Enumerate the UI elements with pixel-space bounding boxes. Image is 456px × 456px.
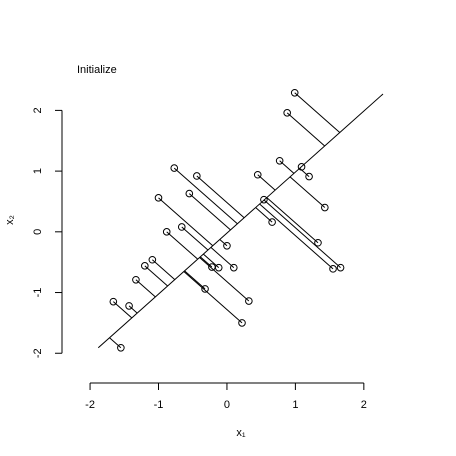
projection xyxy=(173,167,238,225)
point xyxy=(329,265,337,273)
projection xyxy=(184,270,206,290)
point xyxy=(141,262,149,270)
projection xyxy=(166,231,199,260)
point xyxy=(193,172,201,180)
projection xyxy=(289,176,326,208)
x-tick-label: -2 xyxy=(85,399,95,411)
fit-line xyxy=(97,93,384,349)
point xyxy=(305,172,313,181)
projection xyxy=(299,167,310,177)
point xyxy=(336,263,345,272)
point xyxy=(162,228,171,236)
projection xyxy=(128,305,138,314)
projection xyxy=(263,199,341,269)
point xyxy=(185,189,194,198)
point xyxy=(283,109,291,117)
projection xyxy=(109,337,122,349)
projection xyxy=(181,226,209,251)
y-tick-label: 2 xyxy=(32,107,44,113)
point xyxy=(109,297,118,306)
y-tick-label: 1 xyxy=(32,168,44,174)
projection xyxy=(135,279,156,298)
projection xyxy=(257,174,276,191)
point xyxy=(229,263,238,272)
projection xyxy=(113,301,133,319)
point xyxy=(253,170,262,179)
point xyxy=(268,218,276,226)
point xyxy=(260,195,268,204)
point xyxy=(170,164,179,172)
projection xyxy=(188,193,231,231)
projection xyxy=(158,197,214,247)
projection xyxy=(183,271,243,324)
x-axis-label: x₁ xyxy=(236,427,246,439)
x-tick-label: 1 xyxy=(292,399,298,411)
projection xyxy=(259,203,334,270)
point xyxy=(214,263,223,272)
x-tick-label: -1 xyxy=(154,399,164,411)
point xyxy=(290,88,299,97)
projection xyxy=(294,92,341,133)
point xyxy=(238,319,246,327)
point xyxy=(275,156,284,165)
projection xyxy=(210,247,235,269)
point xyxy=(223,241,231,250)
projection xyxy=(199,256,213,268)
point xyxy=(245,297,253,305)
projection xyxy=(266,197,319,244)
projection xyxy=(199,257,250,302)
point xyxy=(314,238,322,247)
point xyxy=(321,203,329,212)
projection xyxy=(196,175,245,219)
y-tick-label: 0 xyxy=(32,229,44,235)
point xyxy=(154,194,163,202)
y-tick-label: -1 xyxy=(32,288,44,298)
x-tick-label: 0 xyxy=(224,399,230,411)
point xyxy=(132,275,140,284)
chart-title: Initialize xyxy=(77,64,117,76)
projection xyxy=(219,239,228,247)
projection xyxy=(152,259,176,280)
y-tick-label: -2 xyxy=(32,348,44,358)
projection xyxy=(286,112,326,147)
point xyxy=(177,223,186,231)
point xyxy=(148,255,157,264)
point xyxy=(125,302,133,310)
point xyxy=(117,343,125,352)
projection xyxy=(144,265,168,287)
y-axis-label: x₂ xyxy=(4,215,16,225)
point xyxy=(201,285,209,293)
x-tick-label: 2 xyxy=(361,399,367,411)
